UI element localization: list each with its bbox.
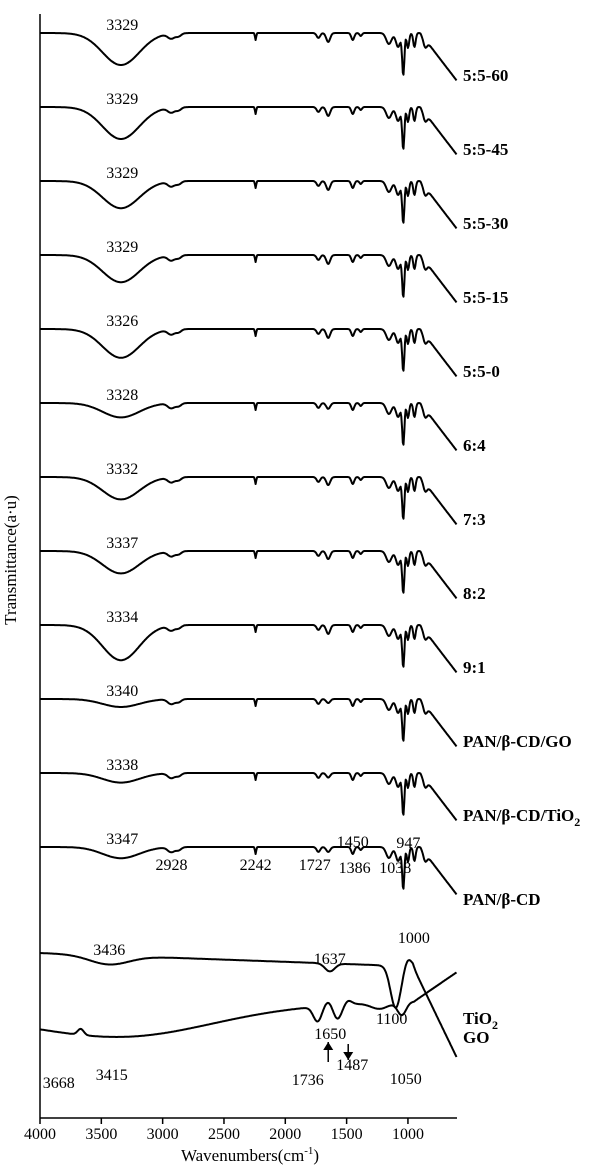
series-label-6: 7:3: [463, 510, 486, 529]
peak-label-11-6: 1386: [339, 860, 371, 877]
spectrum-line-2: [39, 180, 458, 229]
series-label-9: PAN/β-CD/GO: [463, 732, 572, 751]
series-label-10: PAN/β-CD/TiO2: [463, 806, 580, 829]
spectrum-line-11: [39, 846, 458, 895]
spectrum-line-12: [39, 952, 458, 1058]
labels-layer: 5:5-60 3329 5:5-45 3329 5:5-30 3329 5:5-15 3329…: [43, 17, 581, 1092]
peak-label-10-0: 3338: [106, 757, 138, 774]
x-tick-label-4000: 4000: [24, 1126, 56, 1143]
series-label-4: 5:5-0: [463, 362, 500, 381]
series-label-1: 5:5-45: [463, 140, 508, 159]
peak-label-12-2: 1100: [376, 1011, 407, 1028]
peak-label-9-0: 3340: [106, 683, 138, 700]
peak-label-4-0: 3326: [106, 313, 138, 330]
peak-label-5-0: 3328: [106, 387, 138, 404]
peak-label-12-0: 3436: [93, 942, 125, 959]
x-tick-label-3000: 3000: [147, 1126, 179, 1143]
series-label-3: 5:5-15: [463, 288, 508, 307]
peak-label-13-4: 1487: [336, 1057, 368, 1074]
series-label-8: 9:1: [463, 658, 486, 677]
go-arrow-head-1: [343, 1052, 354, 1060]
spectrum-line-1: [39, 106, 458, 155]
peak-label-13-0: 3668: [43, 1075, 75, 1092]
spectrum-line-8: [39, 624, 458, 673]
x-tick-label-1000: 1000: [392, 1126, 424, 1143]
spectra-layer: [39, 32, 458, 1058]
series-label-7: 8:2: [463, 584, 486, 603]
x-tick-label-2000: 2000: [269, 1126, 301, 1143]
peak-label-13-2: 1650: [314, 1026, 346, 1043]
series-label-2: 5:5-30: [463, 214, 508, 233]
spectrum-line-5: [39, 402, 458, 451]
peak-label-13-1: 3415: [96, 1067, 128, 1084]
peak-label-6-0: 3332: [106, 461, 138, 478]
peak-label-3-0: 3329: [106, 239, 138, 256]
peak-label-11-2: 2242: [240, 857, 272, 874]
peak-label-12-3: 1000: [398, 930, 430, 947]
x-tick-label-1500: 1500: [331, 1126, 363, 1143]
y-axis-title: Transmittance(a·u): [1, 495, 20, 625]
peak-label-11-3: 1727: [299, 857, 331, 874]
peak-label-13-3: 1736: [292, 1072, 324, 1089]
go-arrow-head-0: [323, 1042, 334, 1050]
spectrum-line-0: [39, 32, 458, 81]
spectrum-line-9: [39, 698, 458, 747]
peak-label-11-4: 1450: [337, 834, 369, 851]
peak-label-11-5: 947: [396, 835, 420, 852]
series-label-5: 6:4: [463, 436, 486, 455]
peak-label-11-0: 3347: [106, 831, 138, 848]
x-axis-title: Wavenumbers(cm-1): [181, 1145, 319, 1165]
spectrum-line-7: [39, 550, 458, 599]
spectrum-line-3: [39, 254, 458, 303]
x-tick-label-3500: 3500: [85, 1126, 117, 1143]
peak-label-11-1: 2928: [156, 857, 188, 874]
spectrum-line-10: [39, 772, 458, 821]
series-label-12: TiO2: [463, 1009, 498, 1032]
spectrum-line-13: [39, 971, 458, 1038]
peak-label-1-0: 3329: [106, 91, 138, 108]
peak-label-8-0: 3334: [106, 609, 138, 626]
axis-layer: 4000 3500 3000 2500 2000 1500 1000: [24, 14, 457, 1143]
x-tick-label-2500: 2500: [208, 1126, 240, 1143]
peak-label-2-0: 3329: [106, 165, 138, 182]
spectrum-line-4: [39, 328, 458, 377]
peak-label-7-0: 3337: [106, 535, 138, 552]
peak-label-13-5: 1050: [390, 1071, 422, 1088]
peak-label-11-7: 1038: [379, 860, 411, 877]
spectrum-line-6: [39, 476, 458, 525]
peak-label-12-1: 1637: [314, 951, 346, 968]
series-label-0: 5:5-60: [463, 66, 508, 85]
series-label-11: PAN/β-CD: [463, 890, 541, 909]
peak-label-0-0: 3329: [106, 17, 138, 34]
series-label-13: GO: [463, 1028, 489, 1047]
